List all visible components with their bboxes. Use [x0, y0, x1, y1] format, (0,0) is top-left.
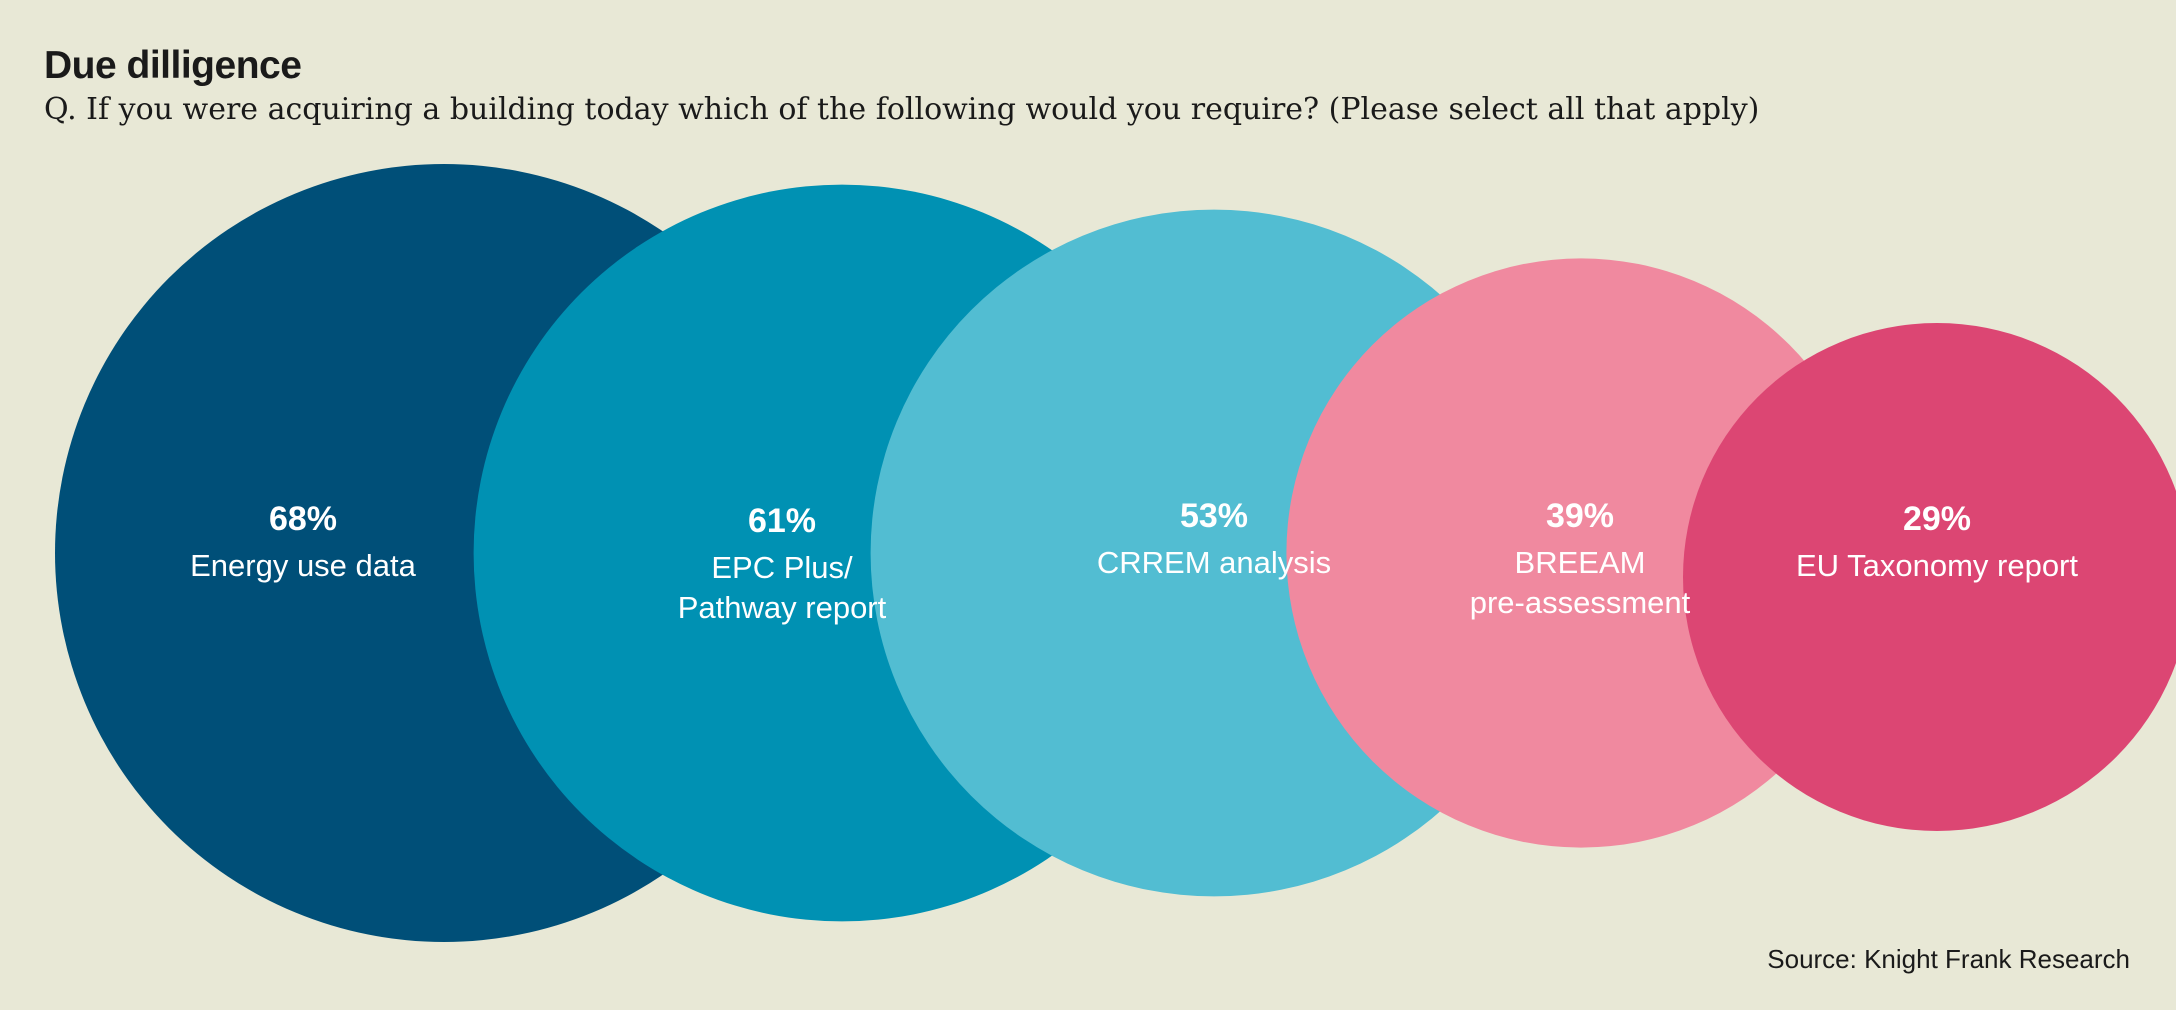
bubble-eu-taxonomy-report [1683, 323, 2176, 831]
bubble-label-energy-use-data: 68% Energy use data [190, 500, 417, 583]
percent-label: 53% [1180, 497, 1248, 535]
percent-label: 29% [1903, 500, 1971, 538]
category-label: EPC Plus/ [711, 550, 853, 585]
bubbles-layer [55, 164, 2176, 942]
category-label: CRREM analysis [1097, 545, 1331, 580]
category-label: Pathway report [678, 590, 887, 625]
bubble-label-eu-taxonomy-report: 29% EU Taxonomy report [1796, 500, 2078, 583]
category-label: Energy use data [190, 548, 417, 583]
source-note: Source: Knight Frank Research [1767, 944, 2130, 974]
labels-layer: 68% Energy use data 61% EPC Plus/Pathway re… [190, 497, 2078, 625]
bubble-label-crrem-analysis: 53% CRREM analysis [1097, 497, 1331, 580]
percent-label: 68% [269, 500, 337, 538]
category-label: EU Taxonomy report [1796, 548, 2078, 583]
category-label: BREEAM [1515, 545, 1646, 580]
category-label: pre-assessment [1470, 585, 1691, 620]
percent-label: 39% [1546, 497, 1614, 535]
chart-title: Due dilligence [44, 44, 302, 87]
chart-subtitle: Q. If you were acquiring a building toda… [44, 92, 1760, 127]
bubble-label-epc-plus-pathway-report: 61% EPC Plus/Pathway report [678, 502, 887, 625]
bubble-label-breeam-pre-assessment: 39% BREEAM pre-assessment [1470, 497, 1691, 620]
percent-label: 61% [748, 502, 816, 540]
